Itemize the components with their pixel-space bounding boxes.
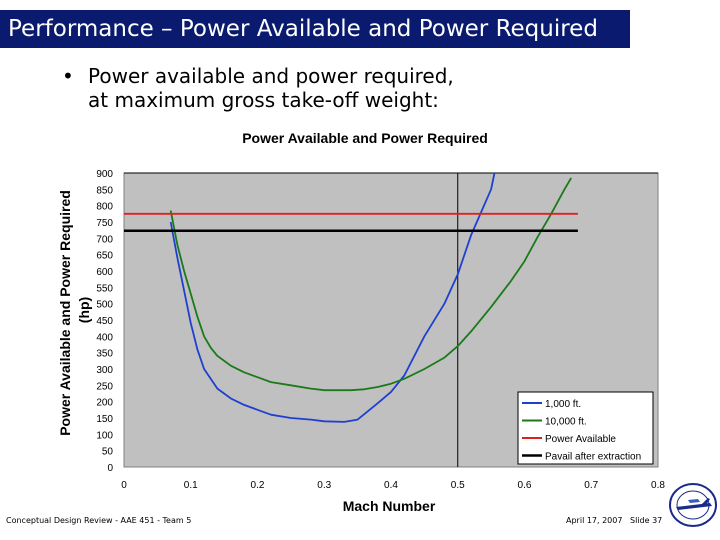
chart-title: Power Available and Power Required	[242, 130, 488, 146]
y-tick-label: 800	[96, 202, 113, 213]
legend-label: Power Available	[545, 434, 616, 445]
y-tick-label: 250	[96, 381, 113, 392]
y-tick-label: 0	[107, 463, 113, 474]
y-tick-label: 300	[96, 365, 113, 376]
x-tick-label: 0.8	[651, 480, 665, 491]
slide-title-bar: Performance – Power Available and Power …	[0, 10, 630, 48]
footer-date: April 17, 2007	[566, 516, 623, 525]
bullet-line-2: at maximum gross take-off weight:	[88, 88, 439, 112]
y-tick-label: 500	[96, 300, 113, 311]
y-tick-label: 700	[96, 234, 113, 245]
legend-label: Pavail after extraction	[545, 452, 641, 463]
y-tick-label: 400	[96, 332, 113, 343]
y-axis-label-line2: (hp)	[76, 297, 92, 323]
x-tick-label: 0.5	[451, 480, 465, 491]
slide-title: Performance – Power Available and Power …	[8, 16, 598, 42]
bullet-text: • Power available and power required, at…	[62, 64, 454, 112]
x-tick-label: 0	[121, 480, 127, 491]
y-tick-label: 450	[96, 316, 113, 327]
y-tick-label: 900	[96, 169, 113, 180]
y-tick-label: 200	[96, 398, 113, 409]
y-tick-label: 550	[96, 283, 113, 294]
x-tick-label: 0.4	[384, 480, 398, 491]
y-tick-label: 650	[96, 251, 113, 262]
legend-label: 1,000 ft.	[545, 399, 581, 410]
y-tick-label: 750	[96, 218, 113, 229]
y-tick-label: 600	[96, 267, 113, 278]
footer-presentation: Conceptual Design Review - AAE 451 - Tea…	[6, 516, 192, 525]
x-tick-label: 0.3	[317, 480, 331, 491]
y-tick-label: 50	[102, 447, 114, 458]
x-tick-label: 0.6	[518, 480, 532, 491]
bullet-marker: •	[62, 64, 74, 88]
team-logo-icon	[669, 483, 717, 527]
y-tick-label: 100	[96, 430, 113, 441]
y-tick-label: 350	[96, 349, 113, 360]
legend-label: 10,000 ft.	[545, 417, 587, 428]
footer-slide-number: Slide 37	[630, 516, 663, 525]
y-tick-label: 850	[96, 185, 113, 196]
bullet-line-1: Power available and power required,	[88, 64, 454, 88]
x-tick-label: 0.7	[584, 480, 598, 491]
series-line-10-000-ft	[169, 177, 572, 392]
x-tick-label: 0.1	[184, 480, 198, 491]
x-tick-label: 0.2	[251, 480, 265, 491]
series-line-1-000-ft	[169, 173, 496, 423]
y-tick-label: 150	[96, 414, 113, 425]
y-axis-label-line1: Power Available and Power Required	[57, 190, 73, 436]
x-axis-label: Mach Number	[343, 498, 436, 514]
